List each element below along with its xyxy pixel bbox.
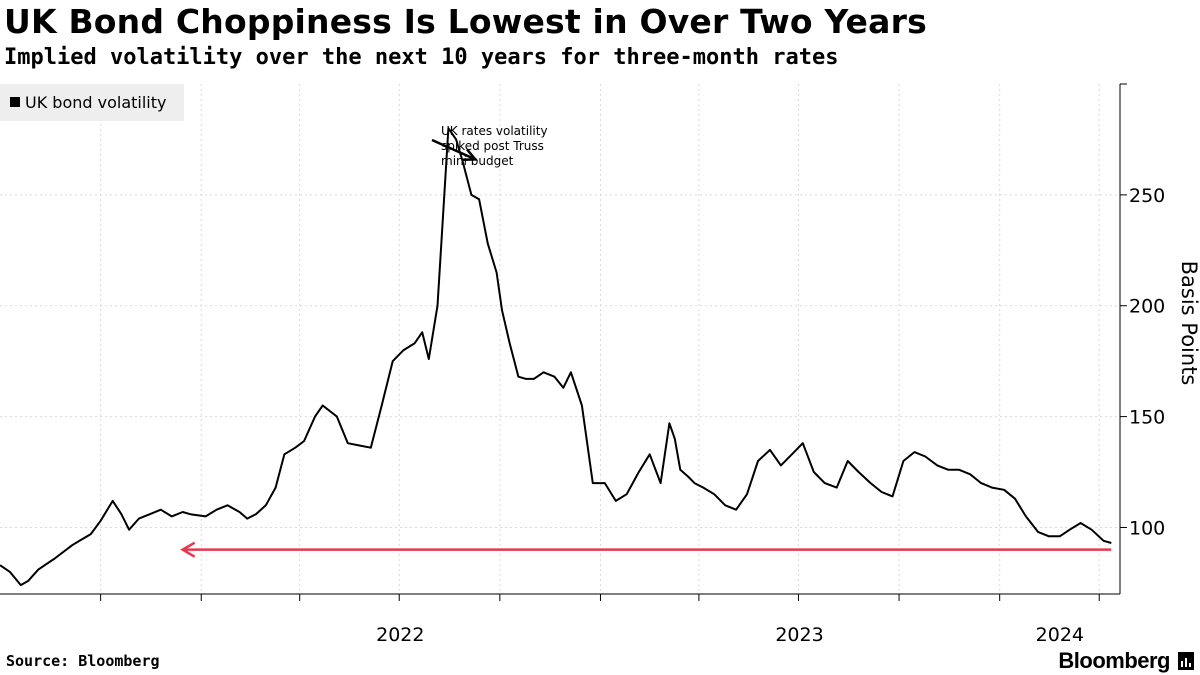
chart-title: UK Bond Choppiness Is Lowest in Over Two… [4,2,927,41]
x-axis: 2022 2023 2024 [0,593,1120,646]
x-tick-label: 2023 [775,624,823,646]
annotation-arrowhead [462,148,479,162]
grid-lines [0,84,1120,594]
legend-background [0,84,184,121]
chart-plot: UK bond volatility UK rates volatility s… [0,83,1200,646]
source-note: Source: Bloomberg [6,652,160,670]
legend-swatch [10,97,20,107]
annotation-line: mini budget [441,154,514,168]
y-tick-label: 200 [1129,296,1165,318]
y-axis: 100 150 200 250 [1119,83,1165,594]
legend: UK bond volatility [0,84,184,121]
annotation-text: UK rates volatility spiked post Truss mi… [441,124,551,168]
y-axis-label: Basis Points [1177,261,1200,386]
legend-label: UK bond volatility [25,93,166,112]
annotation-arrow [431,138,476,161]
series-line [0,127,1112,587]
red-arrowhead [180,541,196,558]
series [0,127,1112,587]
bloomberg-logo: Bloomberg [1058,648,1194,674]
annotation-line: spiked post Truss [441,139,544,153]
y-tick-label: 150 [1129,407,1165,429]
annotation-line: UK rates volatility [441,124,548,138]
x-tick-label: 2022 [376,624,424,646]
bloomberg-terminal-icon [1178,652,1194,670]
chart-subtitle: Implied volatility over the next 10 year… [4,45,839,70]
low-level-arrow [180,541,1112,558]
y-tick-label: 250 [1129,185,1165,207]
y-tick-label: 100 [1129,517,1165,539]
annotation: UK rates volatility spiked post Truss mi… [431,124,551,168]
brand-text: Bloomberg [1058,648,1170,673]
x-tick-label: 2024 [1036,624,1084,646]
